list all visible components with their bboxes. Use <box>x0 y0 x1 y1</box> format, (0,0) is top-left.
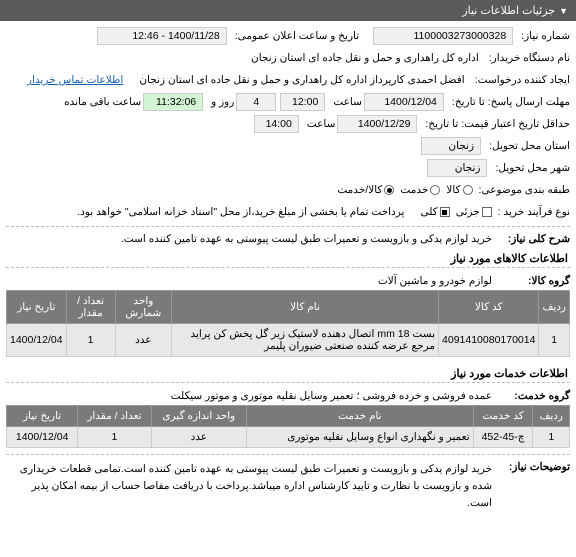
service-table: ردیفکد خدمتنام خدمتواحد اندازه گیریتعداد… <box>6 405 570 448</box>
goods-group-value: لوازم خودرو و ماشین آلات <box>6 275 492 287</box>
table-cell: بست mm 18 اتصال دهنده لاستیک زیر گل پخش … <box>172 324 439 357</box>
category-radio-group: کالا خدمت کالا/خدمت <box>337 184 472 196</box>
radio-partial[interactable]: جزئی <box>456 206 492 218</box>
table-cell: 1 <box>66 324 115 357</box>
province-label: استان محل تحویل: <box>483 140 570 152</box>
table-cell: عدد <box>151 427 247 448</box>
table-header: تعداد / مقدار <box>78 406 151 427</box>
creator-label: ایجاد کننده درخواست: <box>469 74 570 86</box>
city-value: زنجان <box>427 159 487 177</box>
service-group-value: عمده فروشی و خرده فروشی ؛ تعمیر وسایل نق… <box>6 390 492 402</box>
table-header: ردیف <box>533 406 570 427</box>
section-header: ▼ جزئیات اطلاعات نیاز <box>0 0 576 21</box>
buyer-org-value: اداره کل راهداری و حمل و نقل جاده ای است… <box>247 52 483 64</box>
days-left: 4 <box>236 93 276 111</box>
service-section-title: اطلاعات خدمات مورد نیاز <box>6 363 570 383</box>
table-cell: 1400/12/04 <box>7 427 78 448</box>
general-title-value: خرید لوازم یدکی و بازویست و تعمیرات طبق … <box>6 233 492 245</box>
table-header: ردیف <box>539 291 570 324</box>
deadline-label: مهلت ارسال پاسخ: تا تاریخ: <box>446 96 570 108</box>
collapse-icon[interactable]: ▼ <box>559 6 568 16</box>
table-cell: 4091410080170014 <box>439 324 539 357</box>
table-cell: 1 <box>539 324 570 357</box>
announce-value: 1400/11/28 - 12:46 <box>97 27 227 45</box>
table-header: نام خدمت <box>247 406 474 427</box>
notes-value: خرید لوازم یدکی و بازویست و تعمیرات طبق … <box>6 461 492 511</box>
table-cell: 1400/12/04 <box>7 324 67 357</box>
radio-goods[interactable]: کالا <box>446 184 472 196</box>
table-cell: عدد <box>115 324 171 357</box>
contact-link[interactable]: اطلاعات تماس خریدار <box>27 74 123 86</box>
table-cell: 1 <box>533 427 570 448</box>
purchase-type-label: نوع فرآیند خرید : <box>492 206 570 218</box>
credit-date: 1400/12/29 <box>337 115 417 133</box>
table-cell: تعمیر و نگهداری انواع وسایل نقلیه موتوری <box>247 427 474 448</box>
goods-group-label: گروه کالا: <box>492 275 570 287</box>
table-cell: چ-45-452 <box>473 427 533 448</box>
radio-service[interactable]: خدمت <box>400 184 440 196</box>
table-header: تاریخ نیاز <box>7 291 67 324</box>
category-label: طبقه بندی موضوعی: <box>473 184 570 196</box>
city-label: شهر محل تحویل: <box>489 162 570 174</box>
goods-table: ردیفکد کالانام کالاواحد شمارشتعداد / مقد… <box>6 290 570 357</box>
credit-time: 14:00 <box>254 115 299 133</box>
province-value: زنجان <box>421 137 481 155</box>
service-group-label: گروه خدمت: <box>492 390 570 402</box>
table-header: کد خدمت <box>473 406 533 427</box>
table-header: تعداد / مقدار <box>66 291 115 324</box>
table-header: واحد اندازه گیری <box>151 406 247 427</box>
buyer-org-label: نام دستگاه خریدار: <box>483 52 570 64</box>
notes-label: توضیحات نیاز: <box>492 461 570 473</box>
time-label-2: ساعت <box>301 118 336 130</box>
goods-section-title: اطلاعات کالاهای مورد نیاز <box>6 248 570 268</box>
remain-label: ساعت باقی مانده <box>58 96 141 108</box>
deadline-time: 12:00 <box>280 93 325 111</box>
table-header: واحد شمارش <box>115 291 171 324</box>
credit-label: حداقل تاریخ اعتبار قیمت: تا تاریخ: <box>419 118 570 130</box>
announce-label: تاریخ و ساعت اعلان عمومی: <box>229 30 359 42</box>
req-number-label: شماره نیاز: <box>515 30 570 42</box>
table-row: 14091410080170014بست mm 18 اتصال دهنده ل… <box>7 324 570 357</box>
creator-value: افضل احمدی کارپرداز اداره کل راهداری و ح… <box>135 74 468 86</box>
table-header: نام کالا <box>172 291 439 324</box>
header-title: جزئیات اطلاعات نیاز <box>462 4 555 17</box>
time-label-1: ساعت <box>327 96 362 108</box>
purchase-type-group: جزئی کلی <box>420 206 491 218</box>
days-label: روز و <box>205 96 234 108</box>
time-left: 11:32:06 <box>143 93 203 111</box>
radio-full[interactable]: کلی <box>420 206 449 218</box>
purchase-note: پرداخت تمام یا بخشی از مبلغ خرید،از محل … <box>73 206 408 218</box>
table-header: کد کالا <box>439 291 539 324</box>
table-header: تاریخ نیاز <box>7 406 78 427</box>
general-title-label: شرح کلی نیاز: <box>492 233 570 245</box>
table-row: 1چ-45-452تعمیر و نگهداری انواع وسایل نقل… <box>7 427 570 448</box>
req-number-value: 1100003273000328 <box>373 27 513 45</box>
deadline-date: 1400/12/04 <box>364 93 444 111</box>
table-cell: 1 <box>78 427 151 448</box>
radio-both[interactable]: کالا/خدمت <box>337 184 394 196</box>
